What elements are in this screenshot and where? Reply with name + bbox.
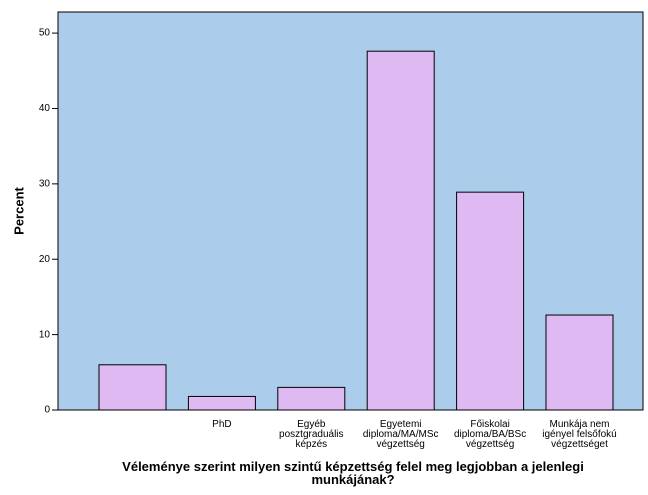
bar	[187, 395, 256, 411]
x-axis-title: Véleménye szerint milyen szintű képzetts…	[122, 459, 584, 487]
bar	[98, 364, 167, 411]
x-tick-label: Főiskolai diploma/BA/BSc végzettség	[454, 419, 526, 450]
y-axis-title: Percent	[11, 186, 26, 234]
bar	[366, 50, 435, 411]
y-tick-label: 20	[39, 254, 51, 265]
y-tick-label: 0	[44, 405, 50, 416]
bar	[456, 191, 525, 411]
y-tick-label: 40	[39, 103, 51, 114]
x-tick-label: PhD	[212, 419, 231, 430]
y-tick-label: 10	[39, 329, 51, 340]
x-tick-label: Munkája nem igényel felsőfokú végzettséget	[542, 419, 617, 450]
x-tick-label: Egyéb posztgraduális képzés	[279, 419, 343, 450]
bar	[545, 314, 614, 411]
bar	[277, 386, 346, 411]
y-tick-label: 30	[39, 179, 51, 190]
x-tick-label: Egyetemi diploma/MA/MSc végzettség	[363, 419, 439, 450]
y-tick-label: 50	[39, 28, 51, 39]
